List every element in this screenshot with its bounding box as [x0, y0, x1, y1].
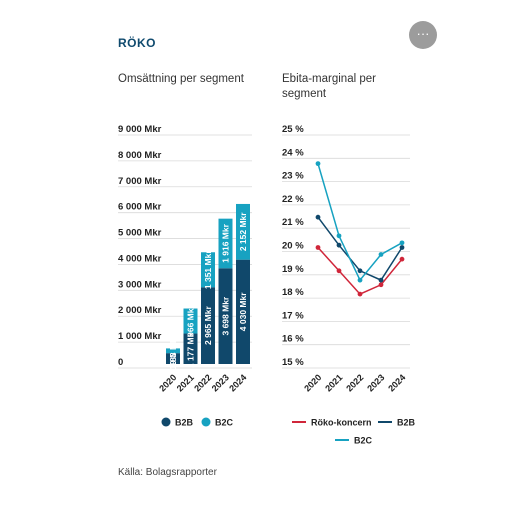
- line-y-tick-label: 18 %: [282, 287, 304, 298]
- bar-chart-title: Omsättning per segment: [118, 73, 244, 85]
- bar-y-tick-label: 0: [118, 357, 123, 368]
- bar-b2c-2023: [218, 218, 233, 269]
- bar-data-label: 1 351 Mkr: [203, 250, 213, 289]
- page-title: RÖKO: [118, 36, 156, 50]
- series-point-1: [357, 268, 363, 274]
- line-y-tick-label: 15 %: [282, 357, 304, 368]
- line-y-tick-label: 21 %: [282, 217, 304, 228]
- line-y-tick-label: 20 %: [282, 241, 304, 252]
- bar-data-label: 4 030 Mkr: [238, 292, 248, 331]
- bar-b2b-2021: [183, 333, 198, 364]
- bar-y-tick-label: 2 000 Mkr: [118, 305, 162, 316]
- legend-dot-b2b: [161, 417, 171, 427]
- bar-x-tick-label: 2024: [227, 372, 248, 393]
- series-point-0: [399, 256, 405, 262]
- series-point-2: [357, 277, 363, 283]
- series-point-0: [315, 245, 321, 250]
- line-x-tick-label: 2020: [302, 372, 323, 393]
- bar-y-tick-label: 1 000 Mkr: [118, 331, 162, 342]
- series-point-1: [336, 242, 342, 248]
- line-x-tick-label: 2022: [344, 372, 365, 393]
- series-point-1: [378, 277, 384, 283]
- bar-b2c-2021: [183, 308, 198, 334]
- line-y-tick-label: 23 %: [282, 171, 304, 182]
- more-options-button[interactable]: ···: [409, 21, 437, 49]
- legend-dot-b2c: [201, 417, 211, 427]
- bar-y-tick-label: 6 000 Mkr: [118, 202, 162, 213]
- legend-label: B2B: [175, 418, 194, 428]
- series-point-0: [378, 282, 384, 288]
- line-y-tick-label: 22 %: [282, 194, 304, 205]
- bar-x-tick-label: 2021: [175, 372, 196, 393]
- line-y-tick-label: 25 %: [282, 124, 304, 135]
- bar-y-tick-label: 9 000 Mkr: [118, 124, 162, 135]
- series-point-2: [315, 161, 321, 167]
- line-chart-title: Ebita-marginal per segment: [282, 73, 376, 100]
- series-point-0: [357, 291, 363, 297]
- bar-b2b-2020: [166, 353, 180, 364]
- bar-data-label: 2 965 Mkr: [203, 306, 213, 345]
- bar-data-label: 966 Mkr: [186, 305, 196, 337]
- bar-x-tick-label: 2023: [210, 372, 231, 393]
- bar-data-label: 183 Mkr: [168, 334, 178, 366]
- bar-data-label: 1 177 Mkr: [186, 329, 196, 368]
- series-point-1: [399, 245, 405, 250]
- line-y-tick-label: 16 %: [282, 334, 304, 345]
- legend-label: B2B: [397, 418, 416, 428]
- bar-y-tick-label: 4 000 Mkr: [118, 253, 162, 264]
- line-x-tick-label: 2023: [365, 372, 386, 393]
- bar-y-tick-label: 3 000 Mkr: [118, 279, 162, 290]
- line-x-tick-label: 2021: [323, 372, 344, 393]
- series-point-2: [399, 240, 405, 246]
- line-x-tick-label: 2024: [386, 372, 407, 393]
- bar-data-label: 419 Mkr: [168, 342, 178, 374]
- bar-x-tick-label: 2022: [192, 372, 213, 393]
- bar-b2c-2022: [201, 252, 215, 288]
- legend-label: B2C: [215, 418, 234, 428]
- series-point-2: [336, 233, 342, 239]
- bar-b2c-2020: [166, 348, 180, 354]
- source-note: Källa: Bolagsrapporter: [118, 467, 217, 478]
- line-y-tick-label: 24 %: [282, 147, 304, 158]
- bar-b2c-2024: [236, 203, 250, 260]
- bar-y-tick-label: 5 000 Mkr: [118, 228, 162, 239]
- series-point-2: [378, 252, 384, 257]
- series-point-0: [336, 268, 342, 274]
- bar-y-tick-label: 7 000 Mkr: [118, 176, 162, 187]
- bar-data-label: 3 698 Mkr: [221, 296, 231, 335]
- series-point-1: [315, 214, 321, 220]
- legend-label: Röko-koncern: [311, 418, 372, 428]
- line-y-tick-label: 17 %: [282, 310, 304, 321]
- bar-data-label: 1 916 Mkr: [221, 223, 231, 262]
- bar-x-tick-label: 2020: [157, 372, 178, 393]
- ellipsis-icon: ···: [416, 26, 430, 41]
- bar-y-tick-label: 8 000 Mkr: [118, 150, 162, 161]
- bar-b2b-2022: [201, 287, 215, 364]
- bar-b2b-2024: [236, 259, 250, 364]
- bar-data-label: 2 152 Mkr: [238, 212, 248, 251]
- line-y-tick-label: 19 %: [282, 264, 304, 275]
- bar-b2b-2023: [218, 268, 233, 364]
- series-line-2: [317, 163, 403, 282]
- legend-label: B2C: [354, 436, 373, 446]
